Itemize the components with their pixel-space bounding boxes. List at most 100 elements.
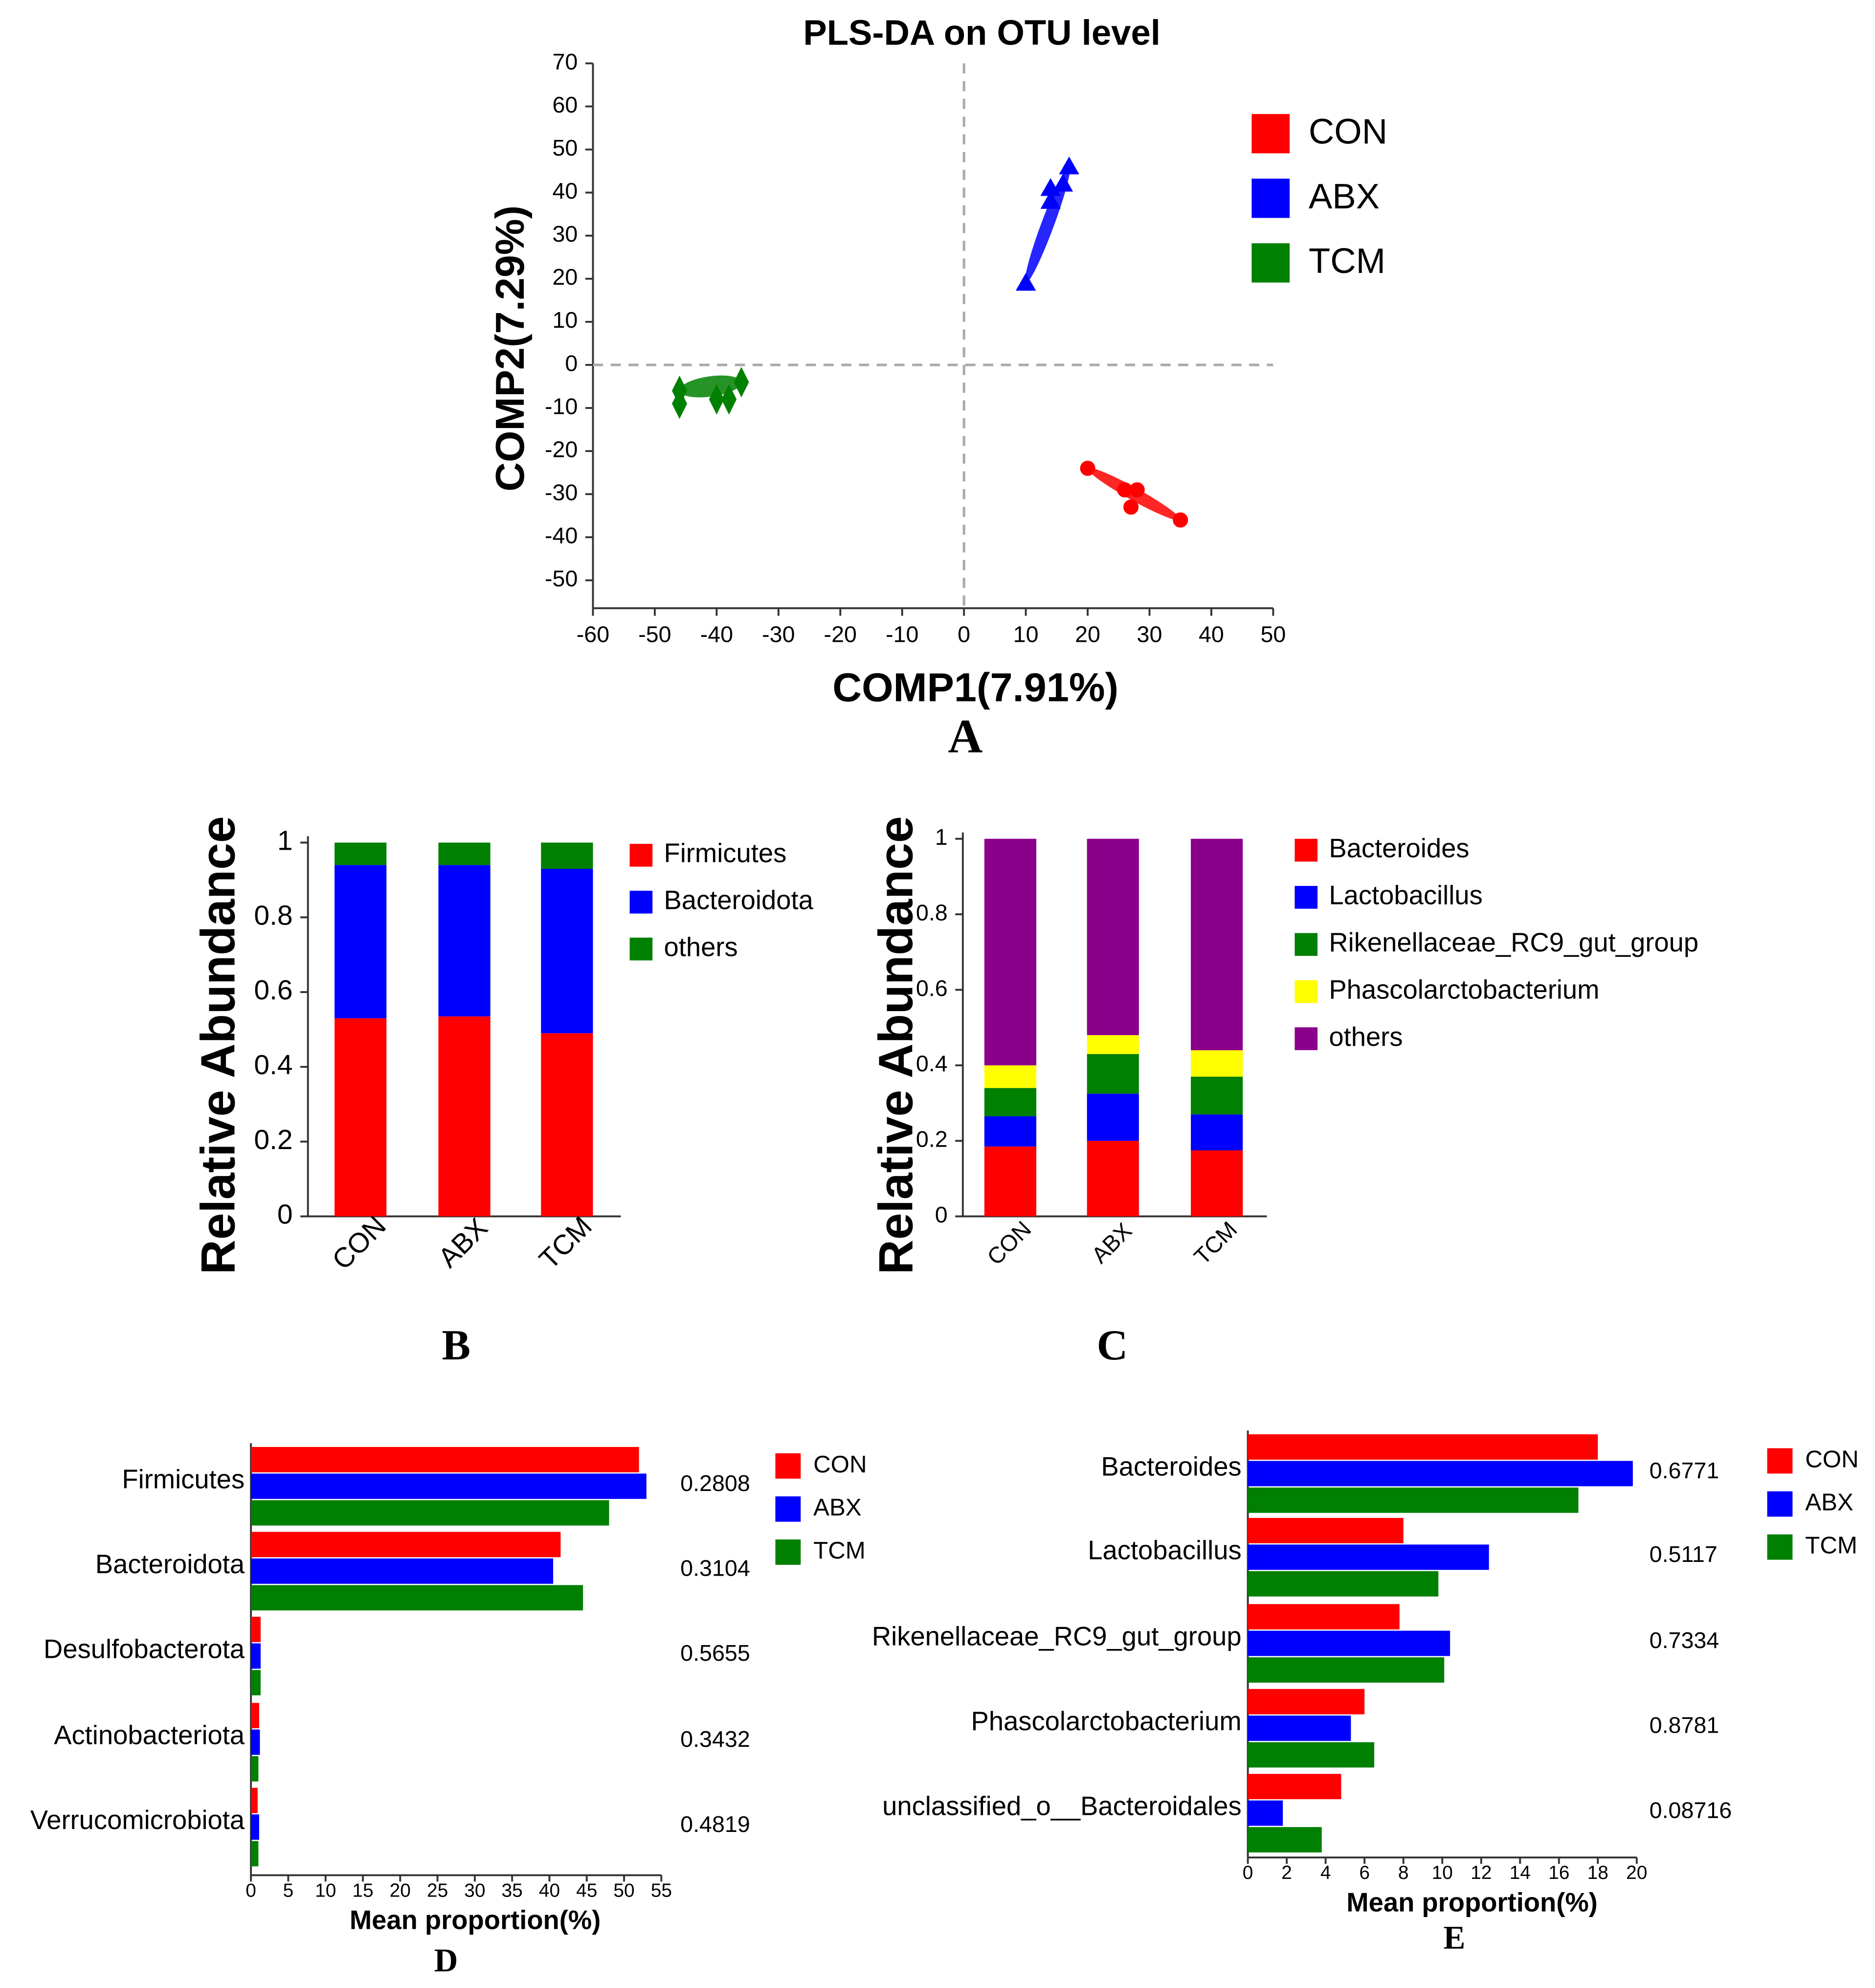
category-label: Verrucomicrobiota bbox=[30, 1805, 245, 1835]
y-tick-label: 0 bbox=[565, 350, 578, 376]
bar-Rikenellaceae_RC9_gut_group-ABX bbox=[1248, 1630, 1451, 1656]
p-value: 0.2808 bbox=[680, 1470, 750, 1496]
legend-label: ABX bbox=[813, 1494, 861, 1521]
bar-ABX-Lactobacillus bbox=[1087, 1093, 1139, 1141]
x-tick-label: 45 bbox=[576, 1880, 597, 1901]
point-CON bbox=[1129, 482, 1145, 497]
bar-Firmicutes-CON bbox=[251, 1446, 639, 1472]
y-tick-label: 30 bbox=[553, 221, 578, 247]
legend-swatch-TCM bbox=[1251, 243, 1290, 283]
category-label: Lactobacillus bbox=[1088, 1535, 1241, 1565]
x-tick-label: 0 bbox=[246, 1880, 256, 1901]
point-ABX bbox=[1059, 157, 1079, 175]
legend-swatch-ABX bbox=[1767, 1491, 1793, 1517]
legend-swatch-CON bbox=[1767, 1448, 1793, 1474]
bar-TCM-Bacteroides bbox=[1191, 1150, 1243, 1217]
x-tick-label: 55 bbox=[651, 1880, 672, 1901]
panel-label-A: A bbox=[948, 710, 982, 763]
x-tick-label: 40 bbox=[1199, 622, 1224, 647]
point-ABX bbox=[1052, 174, 1073, 192]
bar-unclassified_o__Bacteroidales-ABX bbox=[1248, 1800, 1283, 1826]
bar-Bacteroidota-CON bbox=[251, 1532, 561, 1558]
x-tick-label: 0 bbox=[1243, 1862, 1253, 1883]
x-tick-label: 2 bbox=[1281, 1862, 1292, 1883]
y-axis-label: Relative Abundance bbox=[191, 816, 245, 1274]
legend-swatch-Rikenellaceae_RC9_gut_group bbox=[1295, 933, 1318, 956]
bar-Actinobacteriota-CON bbox=[251, 1703, 259, 1729]
x-tick-label: 50 bbox=[1260, 622, 1286, 647]
x-tick-label: -20 bbox=[824, 622, 857, 647]
point-ABX bbox=[1040, 191, 1061, 209]
x-tick-label: 16 bbox=[1548, 1862, 1569, 1883]
panel-label-B: B bbox=[442, 1322, 470, 1369]
bar-Desulfobacterota-CON bbox=[251, 1617, 261, 1642]
category-label: Bacteroides bbox=[1101, 1451, 1241, 1481]
p-value: 0.5655 bbox=[680, 1640, 750, 1666]
bar-Verrucomicrobiota-ABX bbox=[251, 1814, 259, 1840]
bar-ABX-Phascolarctobacterium bbox=[1087, 1035, 1139, 1054]
x-tick-label: -30 bbox=[762, 622, 795, 647]
bar-Rikenellaceae_RC9_gut_group-CON bbox=[1248, 1604, 1400, 1629]
bar-Phascolarctobacterium-ABX bbox=[1248, 1716, 1351, 1741]
legend-swatch-Lactobacillus bbox=[1295, 886, 1318, 909]
p-value: 0.3432 bbox=[680, 1726, 750, 1752]
x-tick-label: 10 bbox=[1013, 622, 1039, 647]
y-tick-label: 1 bbox=[277, 825, 293, 857]
point-CON bbox=[1117, 482, 1133, 497]
bar-CON-Phascolarctobacterium bbox=[984, 1065, 1037, 1088]
legend-label: others bbox=[664, 932, 738, 962]
bar-Actinobacteriota-TCM bbox=[251, 1756, 259, 1782]
x-tick-label: 20 bbox=[1626, 1862, 1647, 1883]
legend-swatch-ABX bbox=[1251, 179, 1290, 218]
bar-ABX-others bbox=[1087, 838, 1139, 1036]
panel-label-E: E bbox=[1443, 1920, 1465, 1956]
p-value: 0.7334 bbox=[1650, 1627, 1719, 1653]
bar-CON-Bacteroidota bbox=[335, 865, 387, 1018]
x-tick-label: CON bbox=[982, 1216, 1036, 1270]
y-axis-label: Relative Abundance bbox=[869, 816, 922, 1274]
y-tick-label: 50 bbox=[553, 135, 578, 160]
bar-TCM-Firmicutes bbox=[541, 1033, 593, 1217]
y-tick-label: 10 bbox=[553, 307, 578, 333]
p-value: 0.8781 bbox=[1650, 1713, 1719, 1738]
legend-label: Rikenellaceae_RC9_gut_group bbox=[1329, 927, 1698, 957]
x-tick-label: 18 bbox=[1587, 1862, 1608, 1883]
x-tick-label: 20 bbox=[1075, 622, 1100, 647]
bar-Verrucomicrobiota-TCM bbox=[251, 1841, 259, 1867]
category-label: Phascolarctobacterium bbox=[971, 1706, 1242, 1736]
y-tick-label: 0.6 bbox=[916, 975, 948, 1001]
legend-swatch-Bacteroides bbox=[1295, 838, 1318, 862]
bar-Lactobacillus-TCM bbox=[1248, 1571, 1439, 1597]
legend-label: Bacteroides bbox=[1329, 833, 1469, 863]
y-tick-label: 0 bbox=[277, 1199, 293, 1230]
bar-Bacteroides-ABX bbox=[1248, 1461, 1633, 1487]
x-tick-label: 14 bbox=[1510, 1862, 1531, 1883]
y-tick-label: -50 bbox=[545, 566, 578, 591]
legend-label: Bacteroidota bbox=[664, 885, 814, 915]
x-tick-label: 40 bbox=[539, 1880, 560, 1901]
bar-CON-Firmicutes bbox=[335, 1018, 387, 1217]
x-tick-label: 20 bbox=[390, 1880, 411, 1901]
legend-label: Phascolarctobacterium bbox=[1329, 974, 1599, 1004]
y-tick-label: 20 bbox=[553, 264, 578, 290]
x-tick-label: -60 bbox=[577, 622, 609, 647]
x-tick-label: -50 bbox=[638, 622, 671, 647]
y-tick-label: 0.8 bbox=[916, 900, 948, 925]
legend-label: CON bbox=[1309, 112, 1387, 152]
p-value: 0.6771 bbox=[1650, 1458, 1719, 1483]
point-CON bbox=[1173, 512, 1188, 528]
x-tick-label: 4 bbox=[1320, 1862, 1331, 1883]
bar-ABX-Firmicutes bbox=[438, 1016, 491, 1217]
point-TCM bbox=[671, 388, 688, 419]
point-CON bbox=[1080, 460, 1095, 476]
bar-CON-Bacteroides bbox=[984, 1146, 1037, 1217]
category-label: Rikenellaceae_RC9_gut_group bbox=[872, 1621, 1242, 1651]
x-tick-label: 5 bbox=[283, 1880, 294, 1901]
bar-unclassified_o__Bacteroidales-TCM bbox=[1248, 1827, 1322, 1852]
y-tick-label: 0.2 bbox=[254, 1124, 292, 1155]
bar-Bacteroidota-ABX bbox=[251, 1558, 554, 1584]
bar-ABX-Bacteroidota bbox=[438, 865, 491, 1017]
y-tick-label: 0.4 bbox=[916, 1051, 948, 1076]
legend-swatch-Phascolarctobacterium bbox=[1295, 980, 1318, 1003]
